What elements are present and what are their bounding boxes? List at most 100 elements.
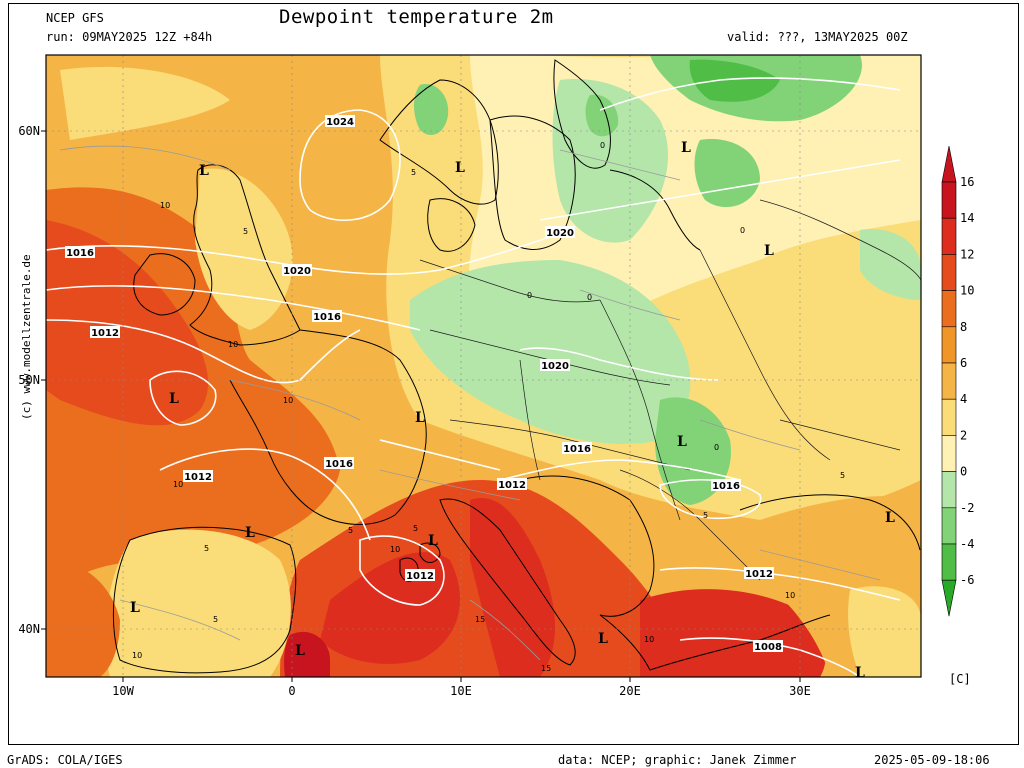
shade-balearic-core <box>284 631 330 677</box>
isobar-label: 1020 <box>540 359 570 372</box>
contour-label: 0 <box>587 293 592 302</box>
isobar-label: 1016 <box>65 246 95 259</box>
contour-label: 5 <box>840 471 845 480</box>
low-marker: L <box>598 631 608 647</box>
svg-text:1012: 1012 <box>745 569 773 580</box>
shade-norway-green <box>414 84 449 135</box>
colorbar-swatch <box>941 543 957 581</box>
colorbar-top-arrow <box>941 145 957 183</box>
isobar-label: 1012 <box>90 326 120 339</box>
low-marker: L <box>855 665 865 681</box>
contour-label: 5 <box>348 526 353 535</box>
svg-text:1012: 1012 <box>406 571 434 582</box>
dewpoint-contours <box>59 145 881 661</box>
svg-text:1016: 1016 <box>313 312 341 323</box>
contour-label: 10 <box>644 635 654 644</box>
shade-uk <box>195 168 293 330</box>
colorbar-tick-label: -2 <box>960 501 974 515</box>
svg-text:1016: 1016 <box>325 459 353 470</box>
contour-label: 5 <box>411 168 416 177</box>
colorbar-swatch <box>941 326 957 364</box>
contour-label: 0 <box>527 291 532 300</box>
shade-baltic-dark <box>694 139 760 208</box>
isobar-label: 1024 <box>325 115 355 128</box>
isobar-label: 1008 <box>753 640 783 653</box>
shade-north-light <box>60 66 230 140</box>
colorbar-swatch <box>941 254 957 291</box>
coastlines <box>112 59 921 674</box>
isobar-label: 1020 <box>545 226 575 239</box>
valid-label: valid: ???, 13MAY2025 00Z <box>727 30 908 44</box>
shade-finland-dark <box>689 59 780 102</box>
contour-label: 15 <box>541 664 551 673</box>
low-marker: L <box>764 243 774 259</box>
contour-label: 0 <box>600 141 605 150</box>
colorbar-tick-label: -6 <box>960 573 974 587</box>
svg-text:1012: 1012 <box>184 472 212 483</box>
svg-text:1008: 1008 <box>754 642 782 653</box>
shade-east-green <box>860 229 921 300</box>
lon-label-30e: 30E <box>789 684 811 698</box>
contour-label: 10 <box>132 651 142 660</box>
contour-label: 5 <box>243 227 248 236</box>
contour-label: 5 <box>703 511 708 520</box>
colorbar-swatch <box>941 398 957 436</box>
low-marker: L <box>885 510 895 526</box>
contour-label: 10 <box>160 201 170 210</box>
axis-ticks <box>41 130 801 682</box>
chart-title: Dewpoint temperature 2m <box>279 6 554 28</box>
contour-label: 10 <box>785 591 795 600</box>
colorbar-swatch <box>941 217 957 255</box>
source-label: data: NCEP; graphic: Janek Zimmer <box>558 753 797 767</box>
contour-label: 10 <box>173 480 183 489</box>
shade-baltic-green <box>552 79 669 243</box>
colorbar-tick-label: 16 <box>960 175 974 189</box>
plot-frame <box>8 3 1019 745</box>
shade-portugal <box>46 560 120 677</box>
colorbar-swatch <box>941 290 957 328</box>
colorbar-swatch <box>941 435 957 472</box>
grads-label: GrADS: COLA/IGES <box>7 753 123 767</box>
lon-label-10w: 10W <box>112 684 134 698</box>
shade-atlantic-core <box>46 220 209 426</box>
low-marker: L <box>199 163 209 179</box>
colorbar-tick-label: 14 <box>960 211 974 225</box>
low-marker: L <box>428 533 438 549</box>
isobar-label: 1016 <box>312 310 342 323</box>
isobar-label: 1016 <box>711 479 741 492</box>
contour-label: 10 <box>228 340 238 349</box>
isobar-label: 1012 <box>744 567 774 580</box>
contour-label: 0 <box>714 443 719 452</box>
low-marker: L <box>169 391 179 407</box>
isobar-label: 1012 <box>183 470 213 483</box>
colorbar-swatch <box>941 181 957 219</box>
lat-label-40n: 40N <box>18 622 40 636</box>
svg-text:1024: 1024 <box>326 117 354 128</box>
lon-label-20e: 20E <box>619 684 641 698</box>
timestamp-label: 2025-05-09-18:06 <box>874 753 990 767</box>
svg-text:1020: 1020 <box>541 361 569 372</box>
lon-label-0: 0 <box>288 684 295 698</box>
isobar-label: 1016 <box>324 457 354 470</box>
low-marker: L <box>455 160 465 176</box>
model-label: NCEP GFS <box>46 11 104 25</box>
lat-label-50n: 50N <box>18 373 40 387</box>
isobar-label: 1016 <box>562 442 592 455</box>
svg-text:1016: 1016 <box>712 481 740 492</box>
low-marker: L <box>295 643 305 659</box>
colorbar-unit: [C] <box>949 672 971 686</box>
svg-text:1012: 1012 <box>91 328 119 339</box>
shade-anatolia <box>848 586 921 677</box>
colorbar-tick-label: 4 <box>960 392 967 406</box>
isobar-label: 1020 <box>282 264 312 277</box>
colorbar-swatch <box>941 362 957 400</box>
contour-label: 5 <box>213 615 218 624</box>
svg-text:1020: 1020 <box>546 228 574 239</box>
graticule <box>46 55 921 677</box>
svg-text:1016: 1016 <box>66 248 94 259</box>
colorbar-tick-label: 8 <box>960 320 967 334</box>
svg-text:1012: 1012 <box>498 480 526 491</box>
isobar-label: 1012 <box>497 478 527 491</box>
